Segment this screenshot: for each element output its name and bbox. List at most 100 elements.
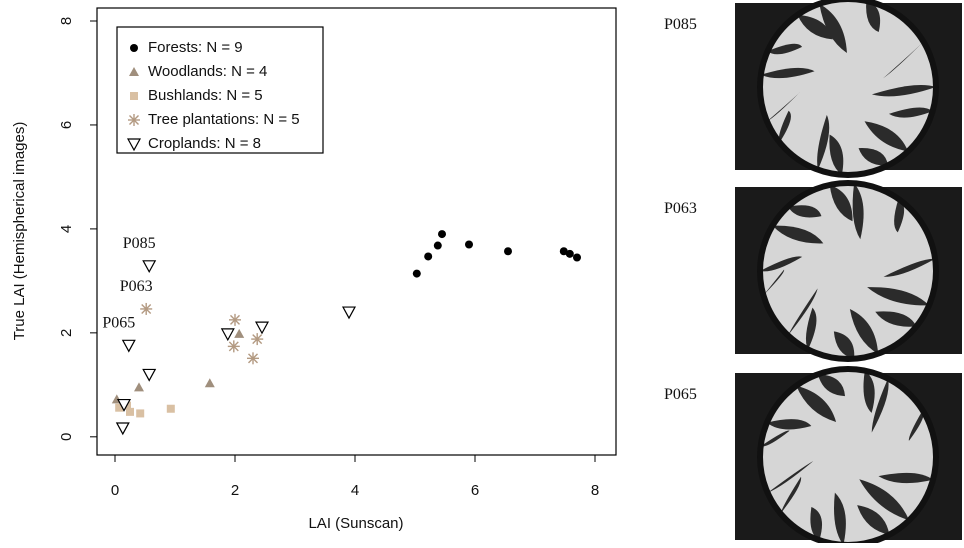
point-stroke <box>252 334 263 345</box>
image-leaf <box>894 198 905 233</box>
image-leaf <box>871 378 889 433</box>
legend-label: Bushlands: N = 5 <box>148 87 263 104</box>
image-leaf <box>867 287 930 306</box>
image-leaf <box>889 107 933 118</box>
image-leaf <box>875 311 917 327</box>
point <box>433 241 442 250</box>
annotation: P063 <box>120 278 153 295</box>
point <box>341 306 357 320</box>
image-leaf <box>829 134 844 175</box>
legend-marker <box>130 92 138 100</box>
image-label: P065 <box>664 386 697 403</box>
point <box>465 240 473 249</box>
y-axis-label: True LAI (Hemispherical images) <box>11 122 28 341</box>
point <box>126 407 134 416</box>
image-leaf <box>810 507 823 541</box>
x-tick-label: 2 <box>231 482 239 499</box>
image-leaf <box>817 114 830 170</box>
point <box>247 352 259 365</box>
image-leaf <box>866 0 881 32</box>
image-leaf <box>787 288 818 336</box>
point <box>559 247 568 256</box>
x-tick-label: 4 <box>351 482 359 499</box>
image-leaf <box>829 184 853 222</box>
point-stroke <box>129 115 139 125</box>
image-leaf <box>787 205 822 218</box>
image-leaf <box>834 492 846 545</box>
image-leaf <box>760 67 815 79</box>
point <box>115 403 124 412</box>
image-leaf <box>780 476 802 514</box>
point <box>142 260 157 274</box>
image-leaf <box>778 110 791 143</box>
image-label: P063 <box>664 200 697 217</box>
legend-marker <box>129 67 139 76</box>
point <box>142 368 157 382</box>
image-leaf <box>857 505 890 535</box>
x-tick-label: 0 <box>111 482 119 499</box>
image-leaf <box>833 331 855 359</box>
image-leaf <box>864 121 909 152</box>
point <box>234 328 245 338</box>
point-stroke <box>141 303 152 314</box>
annotation: P085 <box>123 235 156 252</box>
legend-marker <box>130 44 138 52</box>
point <box>136 409 145 418</box>
point <box>565 249 574 258</box>
point <box>424 252 433 261</box>
point <box>140 302 153 315</box>
image-leaf <box>908 410 924 441</box>
annotation: P065 <box>102 314 135 331</box>
image-leaf <box>871 85 936 97</box>
image-leaf <box>767 461 814 493</box>
y-tick-label: 2 <box>58 329 75 337</box>
legend-label: Woodlands: N = 4 <box>148 63 267 80</box>
x-tick-label: 6 <box>471 482 479 499</box>
point <box>254 321 270 335</box>
y-tick-label: 4 <box>58 225 75 233</box>
point <box>504 247 512 256</box>
image-leaf <box>883 258 936 277</box>
legend-marker <box>126 138 142 152</box>
point <box>134 382 144 392</box>
image-panels: P085 P063 P065 <box>664 0 962 548</box>
image-leaf <box>852 183 864 240</box>
image-leaf <box>760 256 803 272</box>
point <box>438 230 446 239</box>
image-leaf <box>859 479 910 521</box>
legend-label: Tree plantations: N = 5 <box>148 111 300 128</box>
legend-label: Croplands: N = 8 <box>148 135 261 152</box>
point <box>227 340 240 353</box>
image-leaf <box>763 269 785 296</box>
legend-marker <box>128 114 140 126</box>
y-tick-label: 6 <box>58 121 75 129</box>
x-axis-label: LAI (Sunscan) <box>308 515 403 532</box>
point <box>204 378 215 388</box>
legend-box <box>116 26 324 154</box>
image-leaf <box>766 419 812 430</box>
image-leaf <box>817 374 846 397</box>
image-leaf <box>819 3 847 54</box>
image-leaf <box>797 14 833 40</box>
point <box>573 253 581 262</box>
point <box>251 333 264 346</box>
image-rim <box>757 0 939 178</box>
point <box>115 422 130 436</box>
image-leaf <box>878 472 934 484</box>
point <box>229 313 241 326</box>
image-label: P085 <box>664 16 697 33</box>
point <box>412 269 421 278</box>
image-rim <box>757 180 939 362</box>
y-tick-label: 0 <box>58 433 75 441</box>
y-tick-label: 8 <box>58 17 75 25</box>
image-leaf <box>805 307 817 350</box>
image-leaf <box>772 225 824 244</box>
point <box>166 404 175 413</box>
point-stroke <box>230 314 240 325</box>
point <box>121 339 136 353</box>
image-leaf <box>849 308 879 354</box>
point-stroke <box>248 353 258 364</box>
point <box>220 328 235 342</box>
point <box>116 398 132 412</box>
